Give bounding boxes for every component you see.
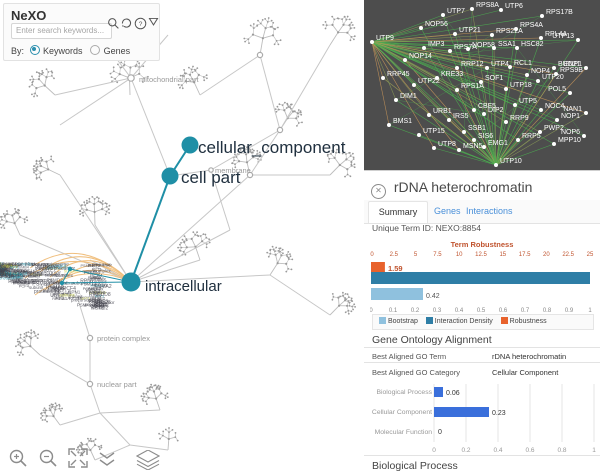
svg-text:Molecular Function: Molecular Function: [375, 429, 433, 436]
svg-text:BMS1: BMS1: [393, 118, 412, 125]
svg-text:7.5: 7.5: [433, 252, 442, 258]
svg-text:20: 20: [543, 252, 550, 258]
svg-text:UTP9: UTP9: [376, 35, 394, 42]
svg-text:Cellular Component: Cellular Component: [372, 409, 432, 416]
svg-text:5: 5: [414, 252, 418, 258]
svg-text:NOP6: NOP6: [561, 129, 580, 136]
svg-text:0: 0: [370, 252, 374, 258]
svg-text:RPS4A: RPS4A: [520, 22, 543, 29]
svg-text:0.8: 0.8: [557, 447, 566, 454]
svg-text:RCL1: RCL1: [514, 60, 532, 67]
svg-text:RRP12: RRP12: [461, 61, 484, 68]
svg-text:0.6: 0.6: [525, 447, 534, 454]
svg-text:SIS6: SIS6: [478, 133, 493, 140]
svg-text:NOP14: NOP14: [409, 53, 432, 60]
svg-text:2.5: 2.5: [390, 252, 399, 258]
svg-text:RPS8A: RPS8A: [476, 2, 499, 9]
svg-text:RPS9B: RPS9B: [560, 67, 583, 74]
svg-text:EMG1: EMG1: [488, 140, 508, 147]
svg-text:UTP13: UTP13: [552, 33, 574, 40]
svg-text:RRP45: RRP45: [387, 71, 410, 78]
svg-text:MSN5: MSN5: [463, 143, 483, 150]
svg-text:0.23: 0.23: [492, 410, 506, 417]
svg-text:RPS1A: RPS1A: [23, 273, 36, 278]
svg-text:Biological Process: Biological Process: [376, 389, 432, 396]
svg-text:UTP22: UTP22: [418, 78, 440, 85]
svg-text:IMP3: IMP3: [428, 41, 444, 48]
svg-text:PSMB4: PSMB4: [17, 282, 30, 286]
svg-text:0.4: 0.4: [493, 447, 502, 454]
svg-text:UTP4: UTP4: [491, 61, 509, 68]
svg-text:1: 1: [592, 447, 596, 454]
svg-text:SSB1: SSB1: [468, 125, 486, 132]
svg-text:subunit: subunit: [29, 285, 44, 290]
svg-text:0: 0: [432, 447, 436, 454]
svg-text:RPS1A: RPS1A: [0, 274, 15, 280]
svg-text:proteasome: proteasome: [35, 272, 56, 277]
svg-text:UTP20: UTP20: [542, 74, 564, 81]
svg-text:UTP8: UTP8: [438, 141, 456, 148]
svg-text:12.5: 12.5: [475, 252, 487, 258]
svg-text:UTP5: UTP5: [519, 98, 537, 105]
svg-text:UTP21: UTP21: [459, 27, 481, 34]
svg-text:RRP9: RRP9: [510, 115, 529, 122]
svg-text:NOP56: NOP56: [425, 21, 448, 28]
svg-text:SOF1: SOF1: [485, 75, 503, 82]
svg-text:UTP10: UTP10: [500, 158, 522, 165]
svg-text:0.06: 0.06: [446, 390, 460, 397]
svg-text:17.5: 17.5: [519, 252, 531, 258]
svg-text:RPS1A: RPS1A: [461, 83, 484, 90]
svg-text:subunit: subunit: [59, 293, 75, 299]
svg-text:POL5: POL5: [548, 86, 566, 93]
svg-text:0: 0: [438, 429, 442, 436]
svg-text:NOC4: NOC4: [545, 103, 565, 110]
svg-text:cellular_component: cellular_component: [198, 138, 346, 157]
svg-text:nuclear part: nuclear part: [97, 380, 138, 389]
svg-text:10: 10: [456, 252, 463, 258]
svg-text:NOP1: NOP1: [561, 113, 580, 120]
svg-text:PSMA3: PSMA3: [48, 286, 63, 291]
svg-text:RPT3: RPT3: [92, 296, 101, 300]
svg-text:intracellular: intracellular: [145, 278, 222, 295]
svg-text:complex: complex: [0, 269, 11, 273]
svg-text:URB1: URB1: [433, 108, 452, 115]
svg-text:HSC82: HSC82: [521, 41, 544, 48]
svg-text:KRE33: KRE33: [441, 71, 463, 78]
svg-text:SSA1: SSA1: [498, 41, 516, 48]
svg-text:RPN1: RPN1: [80, 279, 94, 285]
svg-text:?: ?: [139, 21, 143, 28]
svg-text:NAN1: NAN1: [563, 106, 582, 113]
svg-text:NOP58: NOP58: [472, 42, 495, 49]
svg-text:mitochondrial part: mitochondrial part: [139, 75, 200, 84]
svg-text:UTP7: UTP7: [447, 8, 465, 15]
svg-text:RPS22A: RPS22A: [496, 28, 523, 35]
svg-text:0.2: 0.2: [461, 447, 470, 454]
svg-text:PSMA2: PSMA2: [39, 266, 54, 271]
svg-text:protein complex: protein complex: [97, 334, 150, 343]
svg-text:DIP2: DIP2: [488, 107, 504, 114]
svg-text:precursor: precursor: [92, 262, 112, 267]
svg-text:25: 25: [587, 252, 594, 258]
svg-text:UTP6: UTP6: [505, 3, 523, 10]
svg-text:IRS5: IRS5: [453, 113, 469, 120]
svg-text:RPS1A: RPS1A: [92, 303, 109, 309]
svg-text:RPS17B: RPS17B: [546, 9, 573, 16]
svg-text:15: 15: [499, 252, 506, 258]
svg-text:PSMB4: PSMB4: [16, 265, 29, 269]
svg-text:UTP18: UTP18: [510, 82, 532, 89]
svg-text:PCF4: PCF4: [83, 287, 93, 291]
svg-text:22.5: 22.5: [562, 252, 574, 258]
svg-text:DIM1: DIM1: [400, 93, 417, 100]
svg-text:0.42: 0.42: [426, 293, 440, 300]
svg-text:MPP10: MPP10: [558, 137, 581, 144]
svg-text:RRP5: RRP5: [522, 133, 541, 140]
svg-text:UTP15: UTP15: [423, 128, 445, 135]
svg-text:cell part: cell part: [181, 168, 241, 187]
